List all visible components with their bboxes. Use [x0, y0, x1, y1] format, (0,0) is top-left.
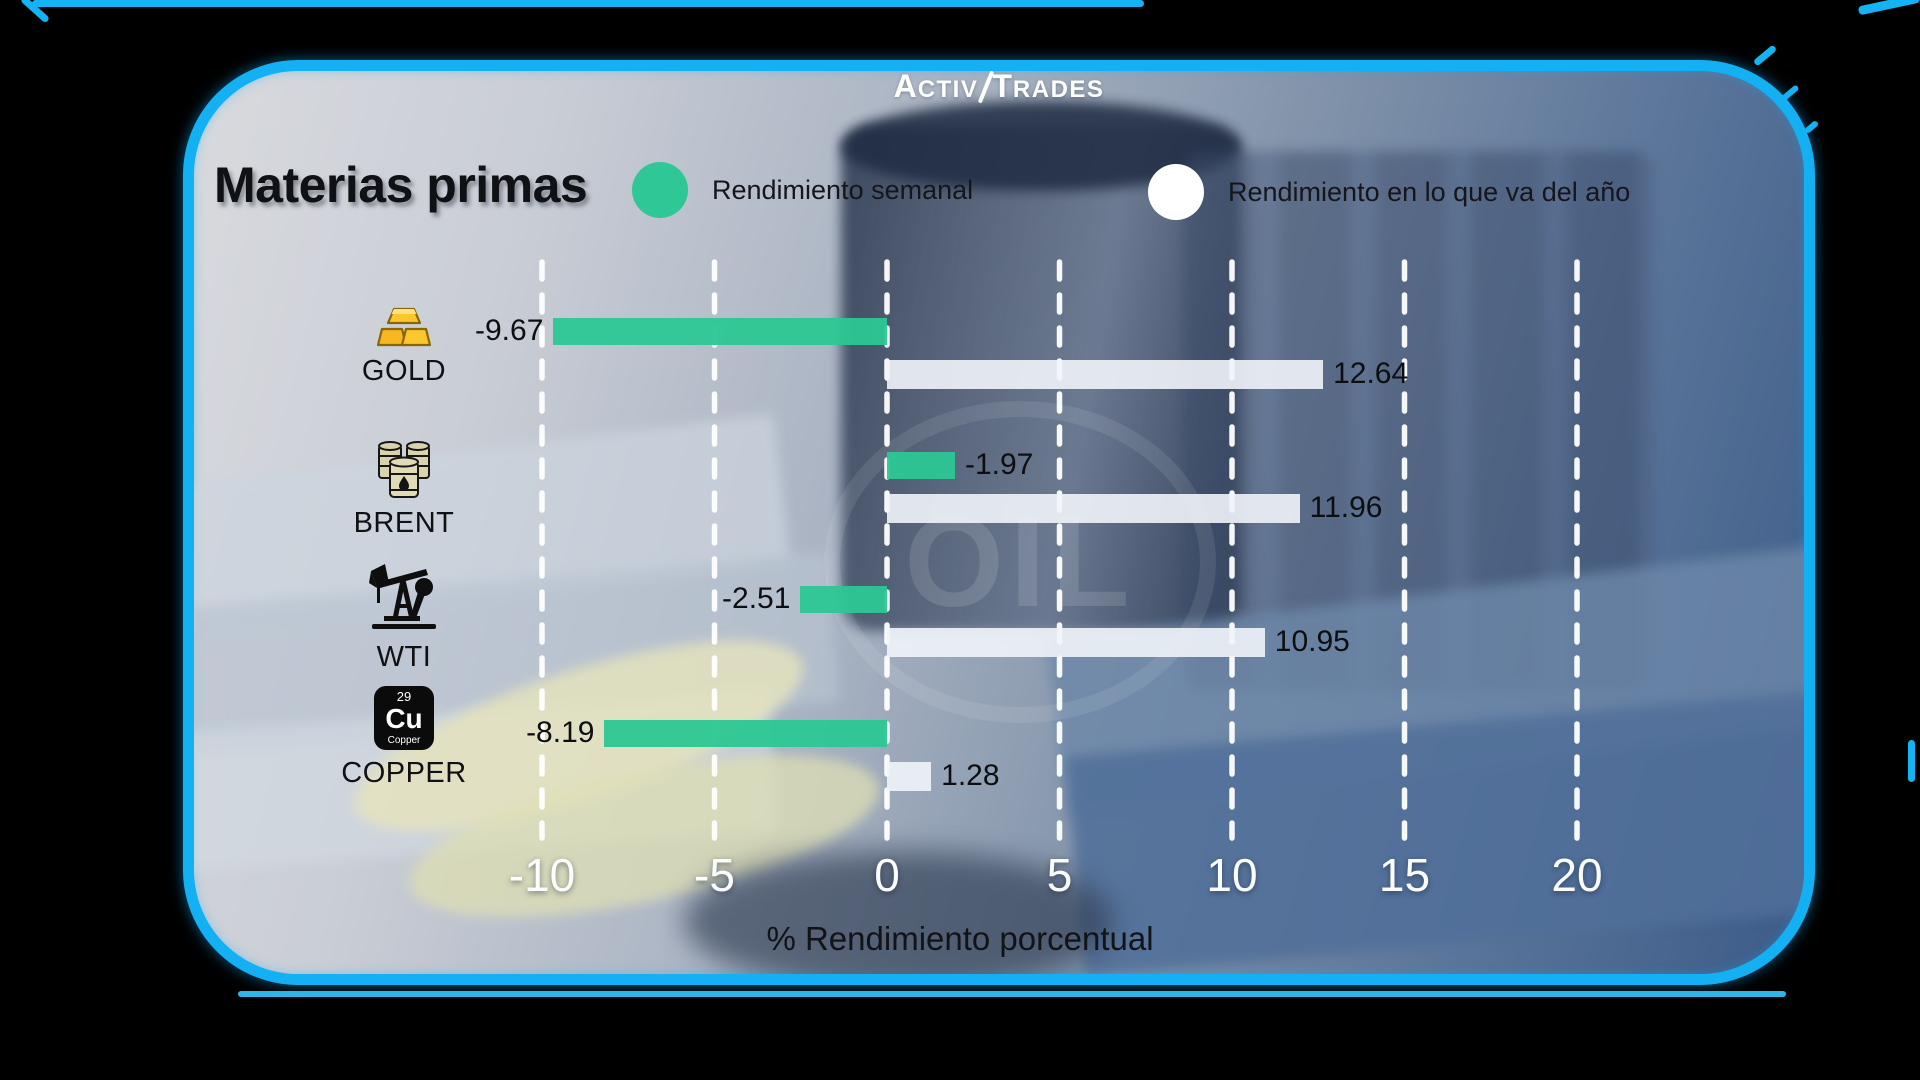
ytd-swatch-icon: [1148, 164, 1204, 220]
weekly-value-wti: -2.51: [722, 582, 791, 615]
x-tick-label: 5: [1046, 849, 1073, 901]
category-label: BRENT: [353, 507, 455, 539]
gold-ingots-icon: [377, 307, 431, 347]
copper-name: Copper: [387, 735, 421, 746]
ytd-value-copper: 1.28: [941, 759, 1000, 792]
x-tick-label: -10: [508, 849, 576, 901]
top-accent-line: [32, 0, 1144, 7]
legend-weekly-label: Rendimiento semanal: [712, 174, 974, 205]
category-copper: 29 Cu Copper COPPER: [339, 686, 469, 790]
copper-element-icon: 29 Cu Copper: [374, 686, 434, 750]
weekly-value-gold: -9.67: [475, 314, 544, 347]
weekly-value-copper: -8.19: [526, 716, 595, 749]
x-tick-label: 15: [1378, 849, 1431, 901]
logo-text: T: [992, 68, 1013, 104]
x-tick-label: 20: [1551, 849, 1603, 901]
legend-ytd: Rendimiento en lo que va del año: [1148, 163, 1630, 221]
ytd-bar-brent: [887, 494, 1300, 523]
copper-symbol: Cu: [385, 703, 423, 734]
ytd-bar-copper: [887, 762, 932, 791]
ytd-value-wti: 10.95: [1274, 625, 1350, 658]
weekly-swatch-icon: [632, 162, 688, 218]
weekly-bar-copper: [604, 720, 887, 747]
logo-text: A: [893, 68, 918, 104]
chart-card: OIL: [183, 60, 1815, 985]
category-brent: BRENT: [339, 438, 469, 540]
x-tick-label: -5: [694, 849, 735, 901]
logo-text: RADES: [1012, 76, 1105, 103]
ytd-bar-wti: [887, 628, 1265, 657]
category-wti: WTI: [339, 556, 469, 674]
activtrades-logo: ACTIV TRADES: [183, 68, 1815, 105]
category-label: WTI: [376, 641, 432, 673]
pump-jack-icon: [369, 564, 436, 629]
bottom-accent-line: [238, 991, 1786, 997]
category-gold: GOLD: [339, 306, 469, 388]
x-axis-title: % Rendimiento porcentual: [766, 920, 1154, 957]
ytd-value-brent: 11.96: [1309, 491, 1383, 524]
oil-barrels-icon: [378, 441, 430, 498]
page-title: Materias primas: [214, 157, 588, 213]
corner-accent: [1857, 0, 1920, 16]
ytd-value-gold: 12.64: [1333, 357, 1409, 390]
coffee-beans-photo-shape: [684, 851, 1114, 974]
weekly-bar-gold: [553, 318, 887, 345]
weekly-value-brent: -1.97: [964, 448, 1034, 481]
weekly-bar-brent: [887, 452, 955, 479]
right-accent: [1908, 740, 1915, 782]
weekly-bar-wti: [800, 586, 887, 613]
logo-text: CTIV: [917, 76, 979, 103]
legend-ytd-label: Rendimiento en lo que va del año: [1228, 176, 1631, 207]
x-tick-label: 0: [874, 849, 900, 901]
spark-accent: [1752, 44, 1778, 67]
category-label: COPPER: [341, 757, 467, 789]
legend-weekly: Rendimiento semanal: [632, 161, 973, 219]
x-tick-label: 10: [1206, 849, 1258, 901]
ytd-bar-gold: [887, 360, 1324, 389]
copper-atomic-number: 29: [396, 689, 412, 704]
category-label: GOLD: [361, 355, 447, 387]
